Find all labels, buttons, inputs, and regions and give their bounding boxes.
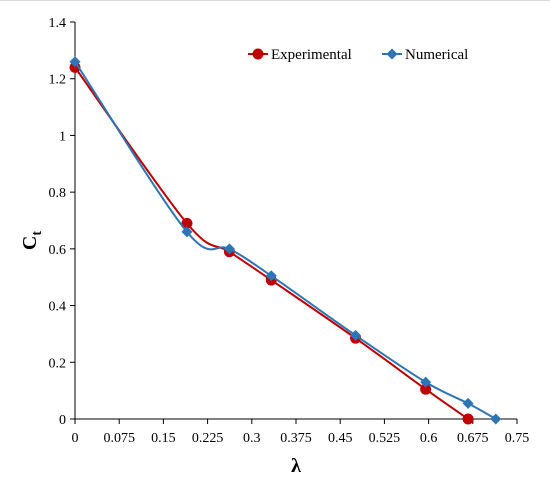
- legend-item-experimental: Experimental: [248, 47, 352, 63]
- x-tick-label: 0.225: [192, 431, 224, 446]
- x-tick-label: 0.675: [457, 431, 489, 446]
- x-tick-label: 0.075: [103, 431, 135, 446]
- data-point-experimental: [420, 383, 432, 395]
- y-tick-label: 0: [59, 413, 66, 428]
- x-tick-label: 0.15: [151, 431, 176, 446]
- data-point-experimental: [181, 217, 193, 229]
- y-tick-label: 0.6: [49, 243, 67, 258]
- legend-item-numerical: Numerical: [382, 47, 468, 63]
- series-numerical: [69, 56, 502, 425]
- y-axis-title: Ct: [19, 231, 45, 250]
- y-tick-label: 0.2: [49, 356, 67, 371]
- y-tick-label: 0.4: [49, 300, 67, 315]
- data-point-numerical: [265, 270, 277, 282]
- series-experimental: [69, 61, 474, 425]
- data-point-experimental: [462, 413, 474, 425]
- tick-labels: 0 0.075 0.15 0.225 0.3 0.375 0.45 0.525 0.6 0.675…: [49, 16, 530, 446]
- data-point-numerical: [223, 243, 235, 255]
- series-line-numerical: [74, 61, 497, 420]
- x-tick-label: 0: [72, 431, 79, 446]
- data-point-numerical: [462, 397, 474, 409]
- legend: Experimental Numerical: [248, 47, 468, 63]
- y-tick-label: 1.4: [49, 16, 67, 31]
- y-axis-title-main: C: [19, 236, 41, 250]
- legend-label: Experimental: [271, 47, 352, 63]
- legend-label: Numerical: [405, 47, 468, 63]
- axes: [70, 21, 518, 424]
- x-tick-label: 0.6: [420, 431, 438, 446]
- x-tick-label: 0.3: [243, 431, 261, 446]
- data-point-numerical: [350, 329, 362, 341]
- x-tick-label: 0.75: [505, 431, 530, 446]
- data-point-numerical: [69, 56, 81, 68]
- legend-swatch-marker: [386, 48, 398, 60]
- y-axis-title-subscript: t: [30, 231, 45, 236]
- y-tick-label: 1.2: [49, 73, 67, 88]
- data-point-numerical: [181, 226, 193, 238]
- y-tick-label: 1: [59, 129, 66, 144]
- x-tick-label: 0.375: [280, 431, 312, 446]
- x-axis-title: λ: [291, 455, 301, 477]
- x-tick-label: 0.45: [328, 431, 353, 446]
- data-point-numerical: [490, 413, 502, 425]
- data-point-numerical: [420, 376, 432, 388]
- series-line-experimental: [74, 66, 469, 420]
- legend-swatch-marker: [252, 48, 264, 60]
- y-tick-label: 0.8: [49, 186, 67, 201]
- x-tick-label: 0.525: [369, 431, 401, 446]
- series-group: [69, 56, 502, 425]
- top-border: [0, 0, 550, 1]
